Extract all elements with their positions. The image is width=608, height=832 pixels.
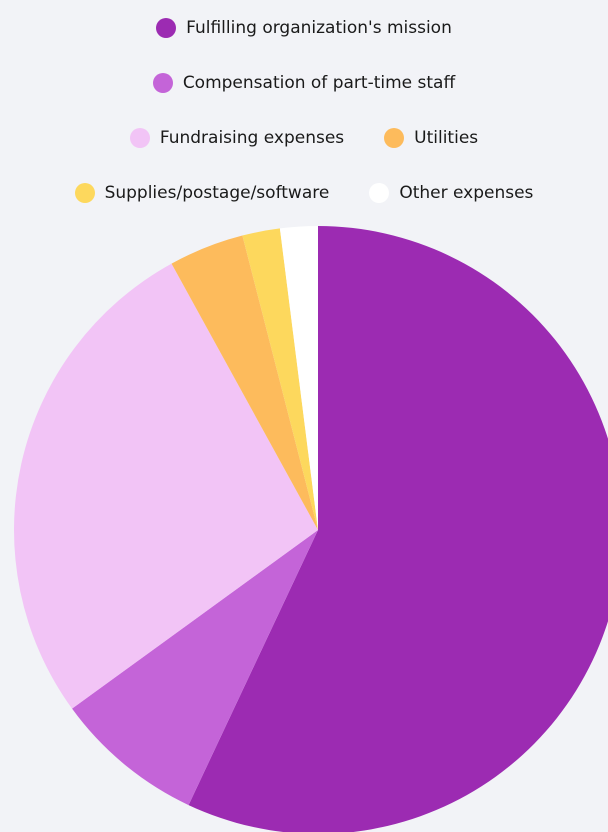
legend-label: Compensation of part-time staff <box>182 72 456 93</box>
legend-row: Compensation of part-time staff <box>0 55 608 110</box>
pie-slice <box>188 226 608 832</box>
legend-item: Other expenses <box>369 182 534 203</box>
legend-label: Supplies/postage/software <box>104 182 330 203</box>
pie-slice <box>171 235 318 530</box>
legend-swatch <box>129 127 150 148</box>
legend-swatch <box>74 182 95 203</box>
legend-item: Fundraising expenses <box>129 127 345 148</box>
legend-swatch <box>384 127 405 148</box>
legend-swatch <box>152 72 173 93</box>
legend-item: Utilities <box>384 127 479 148</box>
legend-row: Supplies/postage/software Other expenses <box>0 165 608 220</box>
legend-label: Fundraising expenses <box>159 127 345 148</box>
legend-row: Fulfilling organization's mission <box>0 0 608 55</box>
legend: Fulfilling organization's mission Compens… <box>0 0 608 220</box>
pie-slice <box>242 228 318 530</box>
legend-item: Compensation of part-time staff <box>152 72 456 93</box>
pie-slice <box>72 530 318 806</box>
legend-swatch <box>369 182 390 203</box>
legend-item: Fulfilling organization's mission <box>156 17 452 38</box>
legend-swatch <box>156 17 177 38</box>
pie-slice <box>13 263 318 709</box>
legend-row: Fundraising expenses Utilities <box>0 110 608 165</box>
pie-slice <box>279 226 318 530</box>
legend-label: Other expenses <box>399 182 534 203</box>
legend-label: Utilities <box>414 127 479 148</box>
legend-label: Fulfilling organization's mission <box>186 17 452 38</box>
legend-item: Supplies/postage/software <box>74 182 330 203</box>
